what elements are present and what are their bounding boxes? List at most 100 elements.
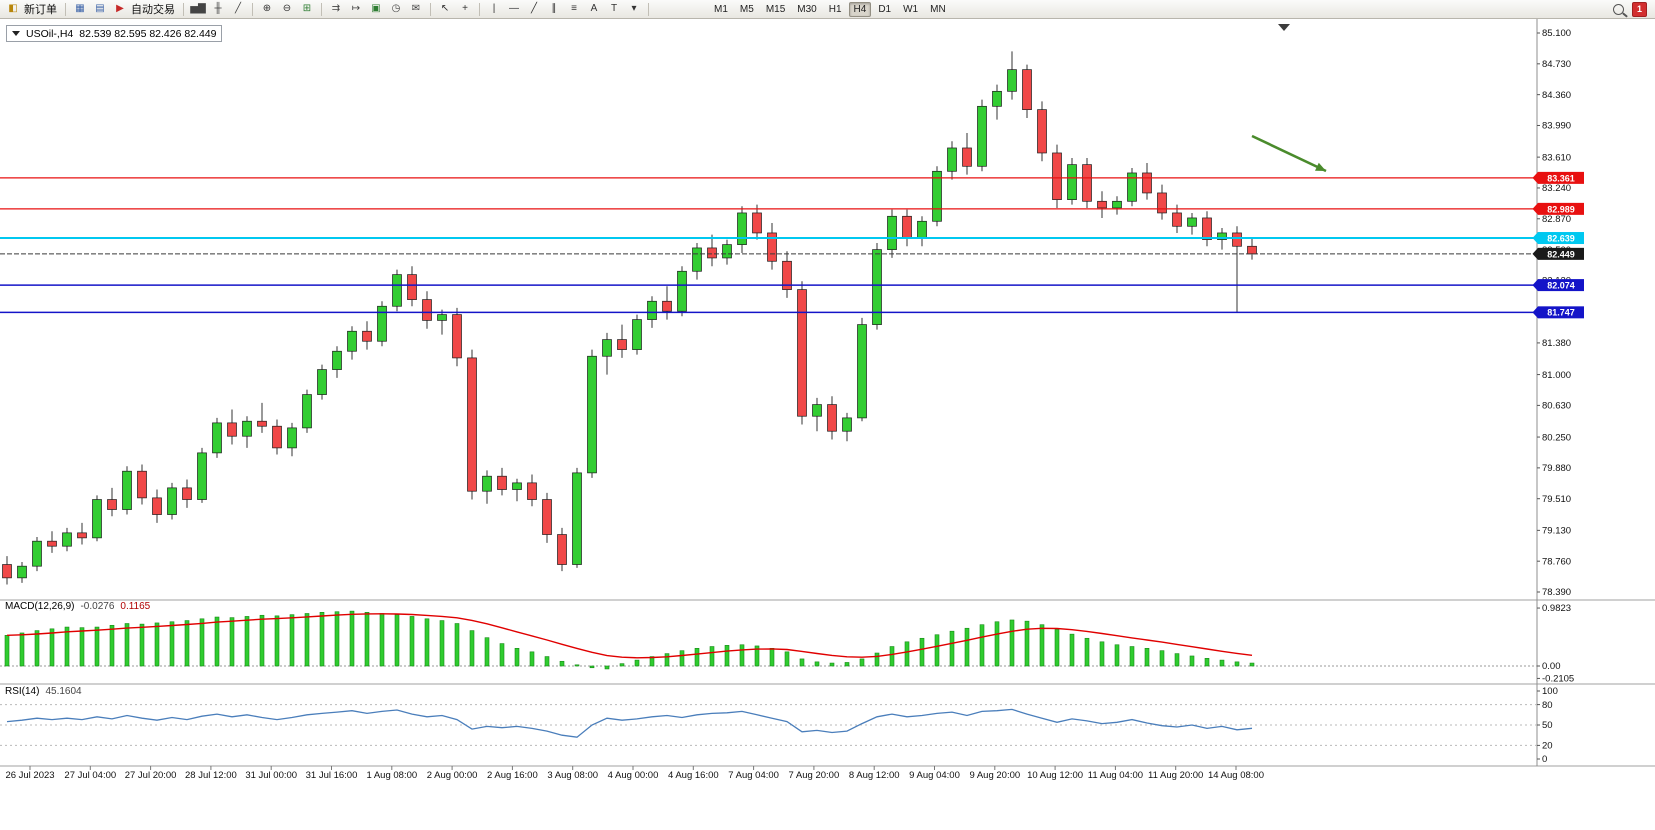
svg-text:1 Aug 08:00: 1 Aug 08:00 [366,770,417,781]
svg-text:0.00: 0.00 [1542,661,1561,672]
hline-tool-icon[interactable]: — [509,3,519,14]
support-line-cyan-82639[interactable]: 82.639 [0,232,1584,245]
market-watch-icon[interactable]: ▦ [75,3,85,14]
price-axis[interactable]: 85.100 84.730 84.360 83.990 83.610 83.240 82.8… [1537,28,1571,598]
svg-text:78.390: 78.390 [1542,587,1571,598]
svg-text:10 Aug 12:00: 10 Aug 12:00 [1027,770,1083,781]
svg-text:9 Aug 04:00: 9 Aug 04:00 [909,770,960,781]
text-tool-icon[interactable]: A [590,3,598,14]
trend-arrow-annotation[interactable] [1251,134,1327,173]
svg-text:7 Aug 20:00: 7 Aug 20:00 [789,770,840,781]
data-window-icon[interactable]: ▤ [95,3,105,14]
candlestick-icon[interactable]: ╫ [214,3,222,14]
bar-chart-icon[interactable]: ▅▇ [190,3,206,14]
svg-text:14 Aug 08:00: 14 Aug 08:00 [1208,770,1264,781]
svg-text:0: 0 [1542,754,1547,765]
svg-text:11 Aug 20:00: 11 Aug 20:00 [1148,770,1203,781]
timeframe-m30[interactable]: M30 [797,3,817,15]
new-chart-icon[interactable]: ▣ [371,3,381,14]
chart-shift-icon[interactable]: ↦ [351,3,361,14]
macd-name: MACD(12,26,9) [5,601,75,612]
svg-text:-0.2105: -0.2105 [1542,674,1574,685]
toolbar-separator [183,2,184,16]
resistance-line-82989[interactable]: 82.989 [0,202,1584,215]
new-order-label[interactable]: 新订单 [24,4,57,16]
svg-text:83.240: 83.240 [1542,183,1571,194]
svg-text:83.610: 83.610 [1542,152,1571,163]
svg-text:2 Aug 00:00: 2 Aug 00:00 [427,770,478,781]
svg-text:79.130: 79.130 [1542,526,1571,537]
shapes-dropdown-icon[interactable]: ▾ [631,3,637,14]
trendline-tool-icon[interactable]: ╱ [530,3,538,14]
chart-menu-icon[interactable] [12,31,20,36]
timeframe-w1[interactable]: W1 [903,3,919,15]
svg-text:82.449: 82.449 [1547,249,1575,259]
chart-shift-marker[interactable] [1278,24,1290,31]
svg-text:31 Jul 16:00: 31 Jul 16:00 [306,770,358,781]
svg-text:84.730: 84.730 [1542,59,1571,70]
svg-text:81.747: 81.747 [1547,308,1575,318]
svg-text:80: 80 [1542,700,1553,711]
fibonacci-tool-icon[interactable]: ≡ [571,3,577,14]
crosshair-icon[interactable]: + [462,3,468,14]
macd-value: -0.0276 [80,601,115,612]
ohlc-values: 82.539 82.595 82.426 82.449 [79,27,217,40]
toolbar-separator [430,2,431,16]
svg-text:81.000: 81.000 [1542,370,1571,381]
svg-text:82.639: 82.639 [1547,233,1575,243]
current-price-line: 82.449 [0,247,1584,260]
svg-text:83.361: 83.361 [1547,173,1575,183]
timeframe-h4[interactable]: H4 [848,1,872,17]
svg-text:78.760: 78.760 [1542,556,1571,567]
svg-text:82.989: 82.989 [1547,204,1575,214]
chart-title: USOil-,H4 82.539 82.595 82.426 82.449 [6,25,223,42]
svg-text:79.880: 79.880 [1542,463,1571,474]
zoom-in-icon[interactable]: ⊕ [262,3,272,14]
svg-text:83.990: 83.990 [1542,121,1571,132]
main-toolbar: ◧ 新订单 ▦ ▤ ▶ 自动交易 ▅▇ ╫ ╱ ⊕ ⊖ ⊞ ⇉ ↦ ▣ ◷ ✉ ↖ + | — ╱ ∥ ≡ A T ▾ M1 M5 M1… [0,0,1655,19]
arrow-tool-icon[interactable]: T [610,3,618,14]
autotrade-icon[interactable]: ▶ [116,3,124,14]
rsi-indicator-label: RSI(14) 45.1604 [5,686,82,697]
svg-text:2 Aug 16:00: 2 Aug 16:00 [487,770,538,781]
timeframe-m1[interactable]: M1 [714,3,728,15]
timeframe-m5[interactable]: M5 [739,3,754,15]
svg-text:3 Aug 08:00: 3 Aug 08:00 [547,770,598,781]
rsi-name: RSI(14) [5,686,40,697]
line-chart-icon[interactable]: ╱ [234,3,242,14]
timeframe-h1[interactable]: H1 [828,3,842,15]
tile-windows-icon[interactable]: ⊞ [302,3,312,14]
svg-text:7 Aug 04:00: 7 Aug 04:00 [728,770,779,781]
svg-text:20: 20 [1542,741,1553,752]
cursor-icon[interactable]: ↖ [440,3,450,14]
zoom-out-icon[interactable]: ⊖ [282,3,292,14]
toolbar-separator [252,2,253,16]
notification-badge[interactable]: 1 [1632,1,1647,17]
resistance-line-83361[interactable]: 83.361 [0,171,1584,184]
new-order-icon[interactable]: ◧ [8,3,18,14]
svg-text:26 Jul 2023: 26 Jul 2023 [5,770,54,781]
support-line-blue-81747[interactable]: 81.747 [0,306,1584,319]
rsi-panel: 100 80 50 20 0 [0,686,1558,765]
channel-tool-icon[interactable]: ∥ [551,3,557,14]
timeframe-m15[interactable]: M15 [765,3,786,15]
auto-scroll-icon[interactable]: ⇉ [331,3,341,14]
svg-text:82.870: 82.870 [1542,214,1571,225]
svg-text:50: 50 [1542,720,1553,731]
mail-icon[interactable]: ✉ [411,3,421,14]
search-icon[interactable] [1613,3,1624,15]
time-axis[interactable]: 26 Jul 2023 27 Jul 04:00 27 Jul 20:00 28 Ju… [5,766,1264,781]
toolbar-separator [479,2,480,16]
period-icon[interactable]: ◷ [391,3,401,14]
support-line-blue-82074[interactable]: 82.074 [0,279,1584,292]
svg-text:4 Aug 00:00: 4 Aug 00:00 [608,770,659,781]
svg-text:27 Jul 04:00: 27 Jul 04:00 [64,770,116,781]
timeframe-d1[interactable]: D1 [878,3,892,15]
vline-tool-icon[interactable]: | [492,3,496,14]
chart-frame [0,18,1655,767]
autotrade-label[interactable]: 自动交易 [131,4,175,16]
timeframe-mn[interactable]: MN [930,3,946,15]
toolbar-buttons: ◧ 新订单 ▦ ▤ ▶ 自动交易 ▅▇ ╫ ╱ ⊕ ⊖ ⊞ ⇉ ↦ ▣ ◷ ✉ ↖ + | — ╱ ∥ ≡ A T ▾ [3,1,653,18]
